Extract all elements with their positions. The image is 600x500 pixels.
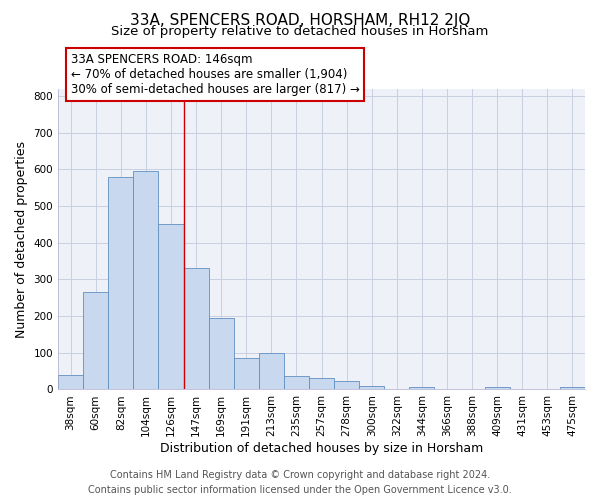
Bar bbox=[58, 375, 83, 390]
Text: 33A SPENCERS ROAD: 146sqm
← 70% of detached houses are smaller (1,904)
30% of se: 33A SPENCERS ROAD: 146sqm ← 70% of detac… bbox=[71, 53, 359, 96]
Bar bbox=[133, 171, 158, 390]
Text: Contains HM Land Registry data © Crown copyright and database right 2024.
Contai: Contains HM Land Registry data © Crown c… bbox=[88, 470, 512, 495]
Bar bbox=[485, 386, 510, 390]
Text: 33A, SPENCERS ROAD, HORSHAM, RH12 2JQ: 33A, SPENCERS ROAD, HORSHAM, RH12 2JQ bbox=[130, 12, 470, 28]
Bar bbox=[108, 176, 133, 390]
Bar bbox=[560, 386, 585, 390]
Bar bbox=[209, 318, 233, 390]
Text: Size of property relative to detached houses in Horsham: Size of property relative to detached ho… bbox=[112, 25, 488, 38]
Bar bbox=[359, 386, 384, 390]
Bar bbox=[409, 386, 434, 390]
Bar bbox=[309, 378, 334, 390]
Bar bbox=[184, 268, 209, 390]
Bar bbox=[284, 376, 309, 390]
Bar bbox=[83, 292, 108, 390]
Bar bbox=[233, 358, 259, 390]
Y-axis label: Number of detached properties: Number of detached properties bbox=[15, 140, 28, 338]
Bar bbox=[158, 224, 184, 390]
X-axis label: Distribution of detached houses by size in Horsham: Distribution of detached houses by size … bbox=[160, 442, 483, 455]
Bar bbox=[259, 353, 284, 390]
Bar bbox=[334, 382, 359, 390]
